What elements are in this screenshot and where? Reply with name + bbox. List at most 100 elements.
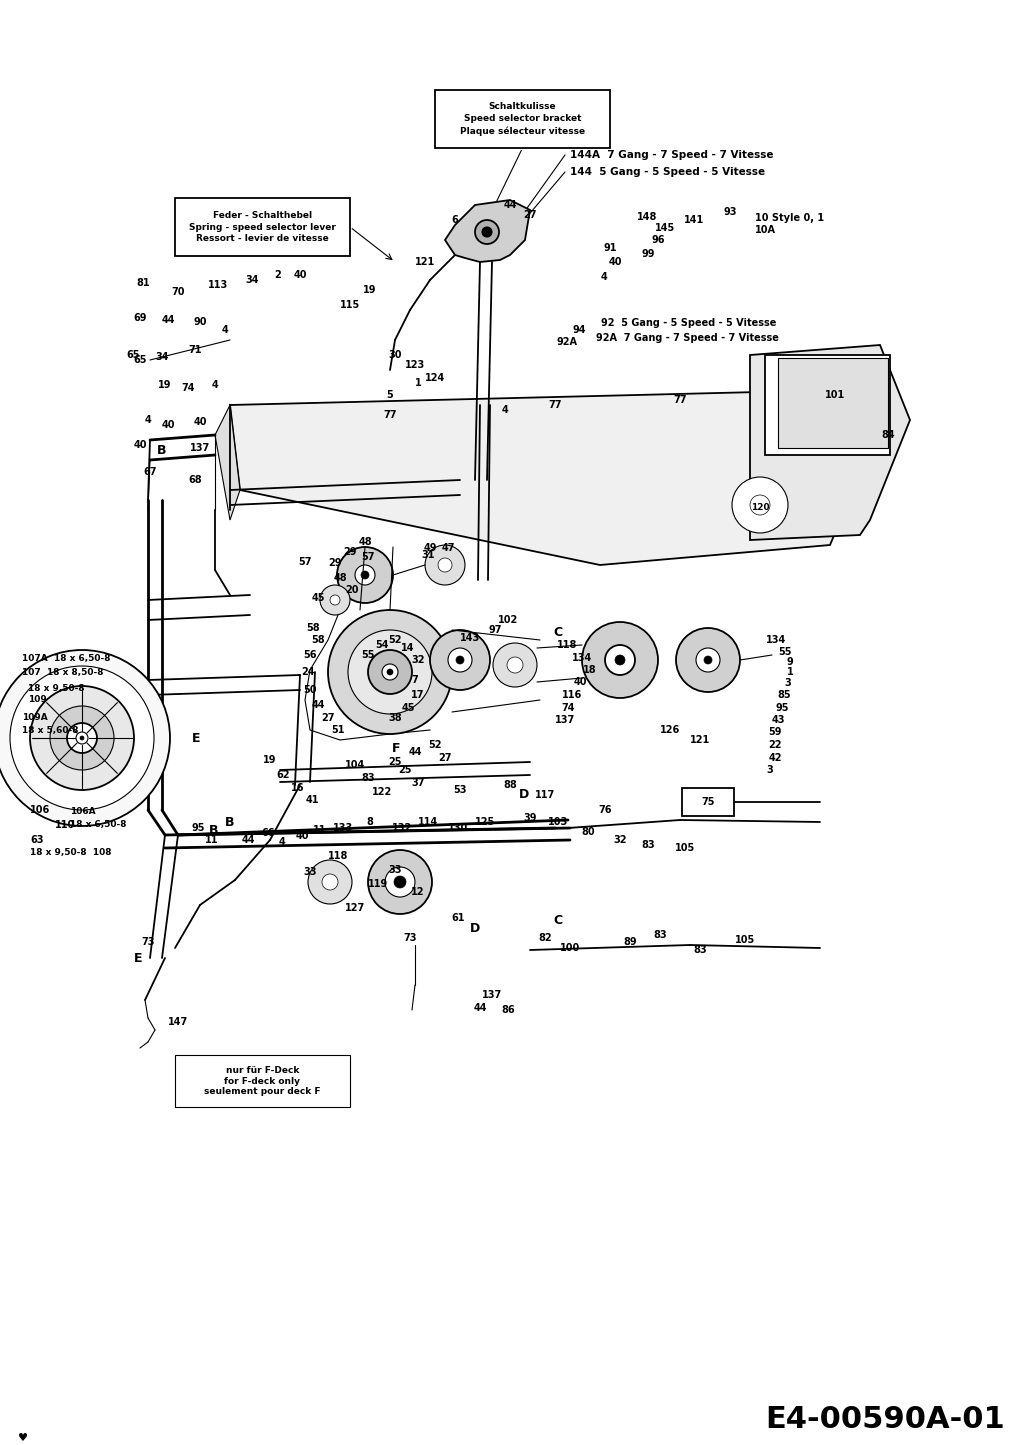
Bar bbox=[436, 90, 610, 147]
Text: 1: 1 bbox=[415, 379, 421, 389]
Text: 66: 66 bbox=[261, 828, 275, 838]
Text: 90: 90 bbox=[193, 316, 206, 327]
Text: 6: 6 bbox=[452, 215, 458, 225]
Text: 4: 4 bbox=[601, 272, 608, 282]
Text: 3: 3 bbox=[767, 764, 773, 775]
Text: 121: 121 bbox=[415, 257, 436, 267]
Circle shape bbox=[750, 496, 770, 514]
Text: 95: 95 bbox=[191, 824, 204, 832]
Text: 42: 42 bbox=[768, 753, 782, 763]
Text: 29: 29 bbox=[328, 558, 342, 568]
Text: 77: 77 bbox=[673, 394, 686, 405]
Text: 68: 68 bbox=[188, 475, 202, 486]
Text: 106A: 106A bbox=[70, 808, 96, 816]
Circle shape bbox=[732, 477, 788, 533]
Text: E4-00590A-01: E4-00590A-01 bbox=[766, 1406, 1005, 1435]
Text: 115: 115 bbox=[340, 301, 360, 311]
Bar bbox=[778, 358, 888, 448]
Text: 141: 141 bbox=[684, 215, 704, 225]
Text: 125: 125 bbox=[475, 816, 495, 827]
Text: 40: 40 bbox=[133, 439, 147, 449]
Text: 19: 19 bbox=[363, 285, 377, 295]
Circle shape bbox=[430, 630, 490, 691]
Text: 134: 134 bbox=[766, 634, 786, 644]
Circle shape bbox=[328, 610, 452, 734]
Text: 58: 58 bbox=[307, 623, 320, 633]
Text: 97: 97 bbox=[488, 626, 502, 634]
Circle shape bbox=[605, 644, 635, 675]
Text: 40: 40 bbox=[293, 270, 307, 280]
Text: 2: 2 bbox=[275, 270, 282, 280]
Text: 71: 71 bbox=[188, 345, 201, 355]
Circle shape bbox=[320, 585, 350, 616]
Text: 127: 127 bbox=[345, 903, 365, 913]
Text: 110: 110 bbox=[55, 819, 75, 829]
Text: 27: 27 bbox=[439, 753, 452, 763]
Text: 103: 103 bbox=[548, 816, 569, 827]
Circle shape bbox=[76, 733, 88, 744]
Text: 48: 48 bbox=[358, 538, 372, 548]
Text: 11: 11 bbox=[314, 825, 327, 835]
Text: 84: 84 bbox=[881, 431, 895, 439]
Text: 45: 45 bbox=[312, 592, 325, 603]
Text: 83: 83 bbox=[361, 773, 375, 783]
Text: 100: 100 bbox=[560, 944, 580, 954]
Text: 52: 52 bbox=[388, 634, 401, 644]
Text: 19: 19 bbox=[263, 754, 277, 764]
Circle shape bbox=[448, 647, 472, 672]
Text: 57: 57 bbox=[298, 556, 312, 566]
Polygon shape bbox=[230, 390, 870, 565]
Circle shape bbox=[330, 595, 340, 605]
Text: 145: 145 bbox=[655, 223, 675, 233]
Text: 52: 52 bbox=[428, 740, 442, 750]
Polygon shape bbox=[445, 199, 530, 262]
Text: 11: 11 bbox=[205, 835, 219, 845]
Text: 107A  18 x 6,50-8: 107A 18 x 6,50-8 bbox=[22, 653, 110, 662]
Text: 29: 29 bbox=[344, 548, 357, 556]
Text: 99: 99 bbox=[641, 249, 654, 259]
Text: 137: 137 bbox=[555, 715, 575, 725]
Circle shape bbox=[696, 647, 720, 672]
Text: 31: 31 bbox=[421, 551, 434, 561]
Text: 40: 40 bbox=[573, 678, 587, 686]
Text: 113: 113 bbox=[207, 280, 228, 290]
Text: 83: 83 bbox=[653, 931, 667, 941]
Text: 43: 43 bbox=[771, 715, 784, 725]
Text: 81: 81 bbox=[136, 277, 150, 288]
Text: 132: 132 bbox=[392, 824, 412, 832]
Text: 25: 25 bbox=[398, 764, 412, 775]
Text: 92A: 92A bbox=[556, 337, 578, 347]
Text: 107  18 x 8,50-8: 107 18 x 8,50-8 bbox=[22, 668, 103, 676]
Text: 101: 101 bbox=[825, 390, 845, 400]
Text: 10A: 10A bbox=[755, 225, 776, 236]
Text: D: D bbox=[470, 922, 480, 935]
Bar bbox=[175, 198, 350, 256]
Text: 96: 96 bbox=[651, 236, 665, 246]
Text: 133: 133 bbox=[333, 824, 353, 832]
Text: 144  5 Gang - 5 Speed - 5 Vitesse: 144 5 Gang - 5 Speed - 5 Vitesse bbox=[570, 168, 765, 176]
Text: 74: 74 bbox=[561, 704, 575, 712]
Text: 73: 73 bbox=[404, 933, 417, 944]
Text: 4: 4 bbox=[502, 405, 509, 415]
Text: B: B bbox=[209, 824, 219, 837]
Circle shape bbox=[368, 850, 432, 915]
Text: 53: 53 bbox=[453, 785, 466, 795]
Circle shape bbox=[676, 629, 740, 692]
Text: 45: 45 bbox=[401, 704, 415, 712]
Text: 116: 116 bbox=[561, 691, 582, 699]
Text: 8: 8 bbox=[366, 816, 374, 827]
Text: 121: 121 bbox=[689, 736, 710, 746]
Text: 85: 85 bbox=[777, 691, 791, 699]
Circle shape bbox=[507, 657, 523, 673]
Text: 1: 1 bbox=[786, 668, 794, 678]
Text: 114: 114 bbox=[418, 816, 439, 827]
Text: 17: 17 bbox=[411, 691, 425, 699]
Text: B: B bbox=[157, 444, 167, 457]
Text: 92  5 Gang - 5 Speed - 5 Vitesse: 92 5 Gang - 5 Speed - 5 Vitesse bbox=[601, 318, 776, 328]
Text: 83: 83 bbox=[641, 840, 655, 850]
Text: C: C bbox=[553, 913, 562, 926]
Text: 117: 117 bbox=[535, 790, 555, 801]
Text: 105: 105 bbox=[735, 935, 755, 945]
Text: D: D bbox=[519, 789, 529, 802]
Text: 30: 30 bbox=[388, 350, 401, 360]
